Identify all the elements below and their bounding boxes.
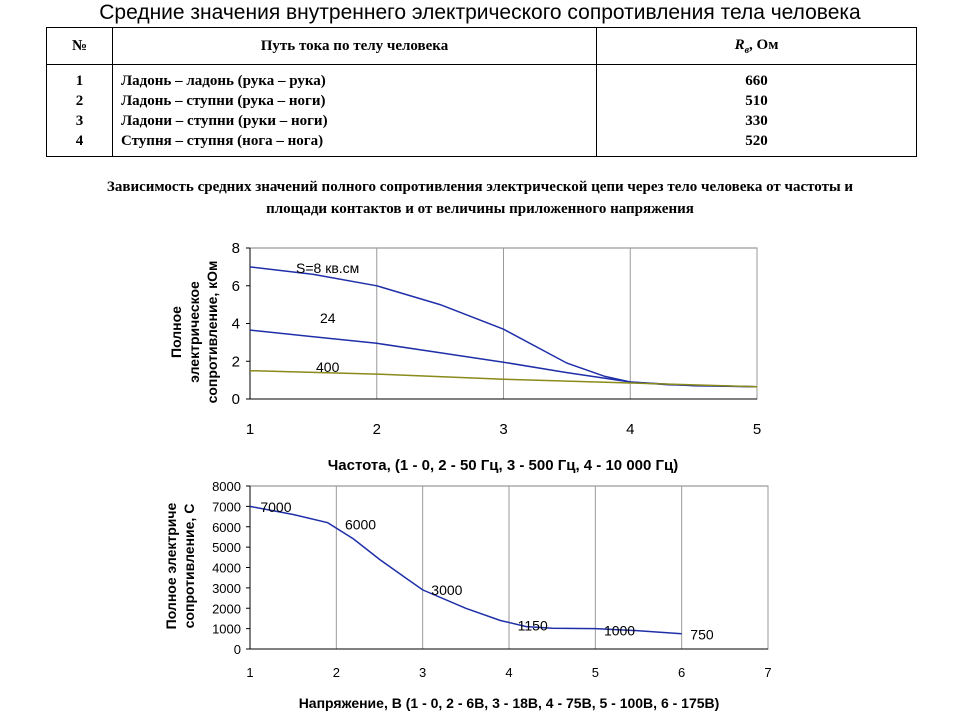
- row-path: Ладонь – ступни (рука – ноги): [121, 92, 326, 109]
- x-tick-label: 5: [592, 665, 599, 680]
- x-tick-label: 3: [499, 421, 507, 438]
- series-label: 400: [316, 359, 340, 375]
- header-value-subscript: в: [744, 44, 750, 56]
- number-cell: 1 2 3 4: [46, 64, 113, 157]
- x-tick-label: 7: [764, 665, 771, 680]
- row-path: Ступня – ступня (нога – нога): [121, 132, 324, 149]
- x-tick-label: 4: [505, 665, 512, 680]
- y-tick-label: 0: [234, 642, 241, 657]
- row-value: 660: [745, 72, 768, 89]
- y-tick-label: 3000: [212, 581, 241, 596]
- row-value: 510: [745, 92, 768, 109]
- data-label: 1150: [518, 618, 548, 634]
- row-value: 330: [745, 112, 768, 129]
- header-value-unit: , Ом: [749, 36, 779, 53]
- y-tick-label: 0: [232, 391, 240, 408]
- data-label: 750: [690, 626, 714, 642]
- y-tick-label: 2000: [212, 601, 241, 616]
- data-label: 3000: [431, 582, 462, 598]
- x-axis-label: Частота, (1 - 0, 2 - 50 Гц, 3 - 500 Гц, …: [328, 457, 678, 474]
- x-tick-label: 4: [626, 421, 634, 438]
- charts-subtitle: Зависимость средних значений полного соп…: [0, 176, 960, 220]
- chart-2: 1 2 3 4 5 6 7 0 1000 2000 3000 4000 5000 6000 7000 8000…: [163, 479, 772, 711]
- row-number: 2: [75, 92, 84, 109]
- path-cell: Ладонь – ладонь (рука – рука) Ладонь – с…: [112, 64, 597, 157]
- x-tick-label: 2: [373, 421, 381, 438]
- header-value-symbol: R: [734, 36, 745, 53]
- row-number: 4: [75, 132, 84, 149]
- y-tick-label: 6: [232, 278, 240, 295]
- table-body-row: 1 2 3 4 Ладонь – ладонь (рука – рука) Ла…: [46, 64, 917, 157]
- subtitle-line: площади контактов и от величины приложен…: [266, 201, 694, 217]
- x-tick-label: 1: [246, 421, 254, 438]
- row-number: 1: [75, 72, 84, 89]
- x-tick-label: 5: [753, 421, 761, 438]
- series-line-3: [249, 369, 758, 388]
- x-tick-label: 3: [419, 665, 426, 680]
- y-tick-label: 4: [232, 316, 240, 333]
- data-label: 1000: [604, 622, 635, 638]
- y-tick-label: 5000: [212, 540, 241, 555]
- x-tick-label: 6: [678, 665, 685, 680]
- row-path: Ладонь – ладонь (рука – рука): [121, 72, 326, 89]
- x-axis-label: Напряжение, В (1 - 0, 2 - 6В, 3 - 18В, 4…: [299, 695, 720, 711]
- row-number: 3: [75, 112, 84, 129]
- resistance-table: № Путь тока по телу человека Rв, Ом 1 2 …: [46, 27, 917, 157]
- y-axis-label: Полное: [168, 306, 184, 358]
- row-value: 520: [745, 132, 768, 149]
- y-tick-label: 7000: [212, 499, 241, 514]
- y-tick-label: 8: [232, 240, 240, 257]
- table-header-row: № Путь тока по телу человека Rв, Ом: [46, 27, 917, 65]
- data-label: 6000: [345, 517, 376, 533]
- row-path: Ладони – ступни (руки – ноги): [121, 112, 328, 129]
- subtitle-line: Зависимость средних значений полного соп…: [106, 179, 854, 195]
- y-axis-label: электрическое: [186, 281, 202, 383]
- series-label: 24: [320, 310, 336, 326]
- x-tick-label: 1: [246, 665, 253, 680]
- header-path: Путь тока по телу человека: [112, 27, 597, 65]
- y-tick-label: 6000: [212, 520, 241, 535]
- x-tick-label: 2: [333, 665, 340, 680]
- data-label: 7000: [260, 499, 291, 515]
- series-line-1: [249, 505, 682, 635]
- header-number: №: [46, 27, 113, 65]
- header-value: Rв, Ом: [596, 27, 917, 65]
- y-tick-label: 2: [232, 353, 240, 370]
- y-tick-label: 8000: [212, 479, 241, 494]
- y-tick-label: 4000: [212, 561, 241, 576]
- value-cell: 660 510 330 520: [596, 64, 917, 157]
- y-axis-label: сопротивление, кОм: [204, 261, 220, 404]
- y-axis-label: Полное электриче: [163, 502, 179, 629]
- y-tick-label: 1000: [212, 622, 241, 637]
- y-axis-label: сопротивление, С: [181, 504, 197, 629]
- series-label: S=8 кв.см: [296, 260, 359, 276]
- page-title: Средние значения внутреннего электрическ…: [99, 1, 861, 24]
